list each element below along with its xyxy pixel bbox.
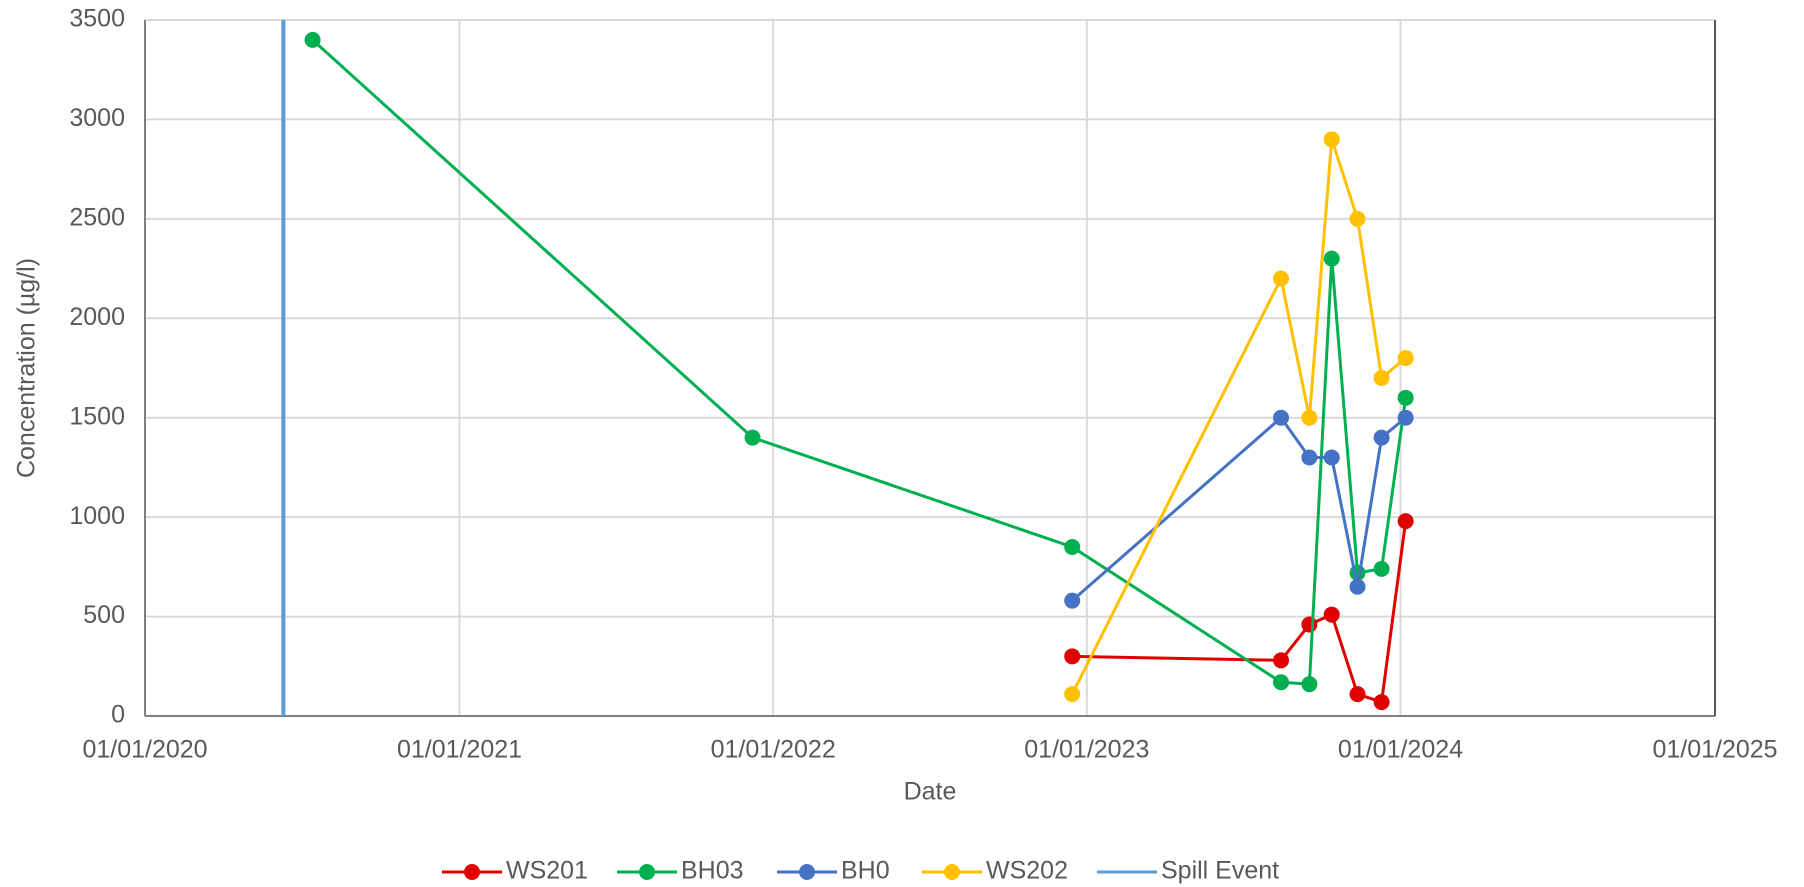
x-tick-label: 01/01/2021	[397, 736, 522, 764]
y-tick-label: 0	[111, 701, 125, 729]
marker	[1349, 578, 1366, 595]
marker	[1301, 676, 1318, 693]
marker	[1273, 409, 1290, 426]
legend-label: BH03	[681, 857, 744, 885]
marker	[304, 31, 321, 48]
x-tick-label: 01/01/2023	[1024, 736, 1149, 764]
marker	[1373, 369, 1390, 386]
y-tick-label: 1500	[69, 402, 125, 430]
legend-marker	[639, 864, 655, 880]
marker	[1349, 210, 1366, 227]
marker	[1301, 449, 1318, 466]
marker	[1323, 250, 1340, 267]
marker	[1064, 686, 1081, 703]
marker	[1323, 131, 1340, 148]
x-tick-label: 01/01/2022	[711, 736, 836, 764]
y-tick-label: 3000	[69, 104, 125, 132]
legend-marker	[799, 864, 815, 880]
marker	[1373, 560, 1390, 577]
series-line	[311, 38, 1408, 686]
marker	[1373, 429, 1390, 446]
marker	[1323, 449, 1340, 466]
x-axis-label: Date	[904, 778, 957, 806]
legend-marker	[464, 864, 480, 880]
marker	[1397, 389, 1414, 406]
x-tick-label: 01/01/2025	[1652, 736, 1777, 764]
legend-label: Spill Event	[1161, 857, 1279, 885]
y-axis-label: Concentration (µg/l)	[13, 258, 41, 478]
marker	[1064, 648, 1081, 665]
marker	[1301, 616, 1318, 633]
legend-marker	[944, 864, 960, 880]
y-tick-label: 500	[83, 601, 125, 629]
legend-label: BH0	[841, 857, 890, 885]
marker	[1301, 409, 1318, 426]
legend-label: WS202	[986, 857, 1068, 885]
marker	[1273, 652, 1290, 669]
marker	[1373, 694, 1390, 711]
marker	[1273, 270, 1290, 287]
marker	[1349, 686, 1366, 703]
marker	[1397, 409, 1414, 426]
marker	[1397, 513, 1414, 530]
series-line	[1071, 415, 1407, 602]
marker	[1064, 592, 1081, 609]
marker	[1323, 606, 1340, 623]
marker	[1397, 350, 1414, 367]
y-tick-label: 2000	[69, 303, 125, 331]
x-tick-label: 01/01/2020	[82, 736, 207, 764]
y-tick-label: 2500	[69, 203, 125, 231]
marker	[1273, 674, 1290, 691]
marker	[1064, 538, 1081, 555]
marker	[744, 429, 761, 446]
y-tick-label: 3500	[69, 5, 125, 33]
legend-label: WS201	[506, 857, 588, 885]
y-tick-label: 1000	[69, 502, 125, 530]
x-tick-label: 01/01/2024	[1338, 736, 1463, 764]
